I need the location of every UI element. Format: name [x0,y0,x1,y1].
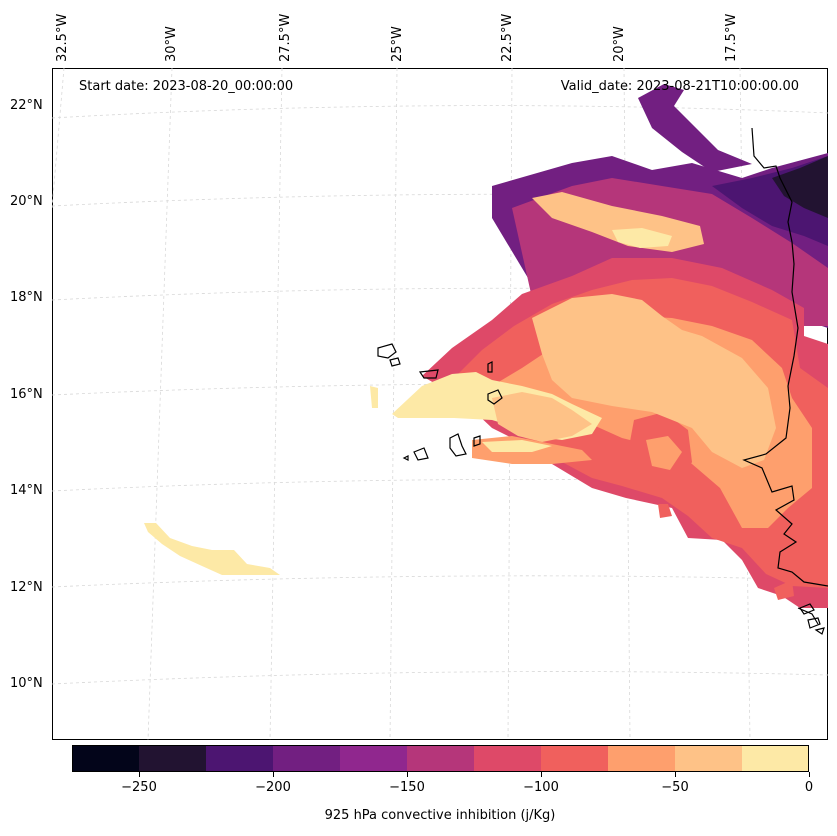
africa-coastline [742,127,828,625]
cabo-verde-boa-vista [487,389,503,405]
colorbar-swatch [407,745,475,772]
colorbar-swatch [72,745,140,772]
contour-level-deep [772,156,828,218]
longitude-label: 22.5°W [500,13,515,62]
contour-patch-west [144,523,280,575]
contour-level-light-orange [532,294,776,468]
colorbar-swatch [273,745,341,772]
cabo-verde-sao-nicolau [418,369,439,379]
longitude-label: 32.5°W [55,13,70,62]
cabo-verde-sao-vicente [389,357,401,367]
colorbar-tick [406,772,408,777]
map-panel: Start date: 2023-08-20_00:00:00 Valid_da… [52,68,828,740]
colorbar-tick [540,772,542,777]
colorbar-swatch [675,745,743,772]
contour-south-lobe-inner [646,436,682,470]
latitude-label: 16°N [10,387,43,402]
colorbar-swatch [206,745,274,772]
colorbar-tick [674,772,676,777]
cabo-verde-santo-antao [377,343,397,359]
coastlines [377,127,828,635]
start-date-label: Start date: 2023-08-20_00:00:00 [79,79,293,94]
longitude-label: 25°W [390,26,405,62]
colorbar-swatch [541,745,609,772]
colorbar-frame [72,745,809,772]
colorbar-tick-label: −150 [389,780,425,795]
latitude-label: 20°N [10,194,43,209]
cabo-verde-santiago [449,433,467,457]
latitude-label: 18°N [10,290,43,305]
contour-south-cv-light [482,440,552,452]
cabo-verde-brava [402,455,409,461]
contour-upper-blob-inner [612,228,672,248]
colorbar-label: 925 hPa convective inhibition (j/Kg) [324,808,556,823]
colorbar-swatch [608,745,676,772]
colorbar-tick-label: −50 [661,780,689,795]
longitude-label: 20°W [612,26,627,62]
longitude-label: 30°W [164,26,179,62]
colorbar-tick [138,772,140,777]
colorbar-swatch [474,745,542,772]
latitude-label: 14°N [10,483,43,498]
valid-date-label: Valid_date: 2023-08-21T10:00:00.00 [561,79,799,94]
colorbar [72,745,809,772]
colorbar-tick-label: −200 [255,780,291,795]
contour-north-tongue [638,84,752,172]
colorbar-tick [272,772,274,777]
colorbar-tick-label: −100 [523,780,559,795]
colorbar-tick [808,772,810,777]
contour-fragment-se-2 [774,580,794,600]
longitude-label: 27.5°W [278,13,293,62]
cin-contours [144,84,828,608]
latitude-label: 22°N [10,98,43,113]
contour-level-light-cv [492,392,592,442]
colorbar-swatch [340,745,408,772]
colorbar-swatch [139,745,207,772]
cabo-verde-sal [487,361,493,373]
contour-fragment-se [658,504,672,518]
cabo-verde-fogo [413,447,429,461]
cabo-verde-maio [473,435,481,447]
longitude-label: 17.5°W [724,13,739,62]
colorbar-swatch [742,745,809,772]
contour-fragment-west [370,386,378,408]
colorbar-swatches [72,745,809,772]
colorbar-tick-label: 0 [804,780,814,795]
latitude-label: 12°N [10,580,43,595]
latitude-label: 10°N [10,676,43,691]
colorbar-tick-label: −250 [121,780,157,795]
bijagos-islands [799,603,825,635]
